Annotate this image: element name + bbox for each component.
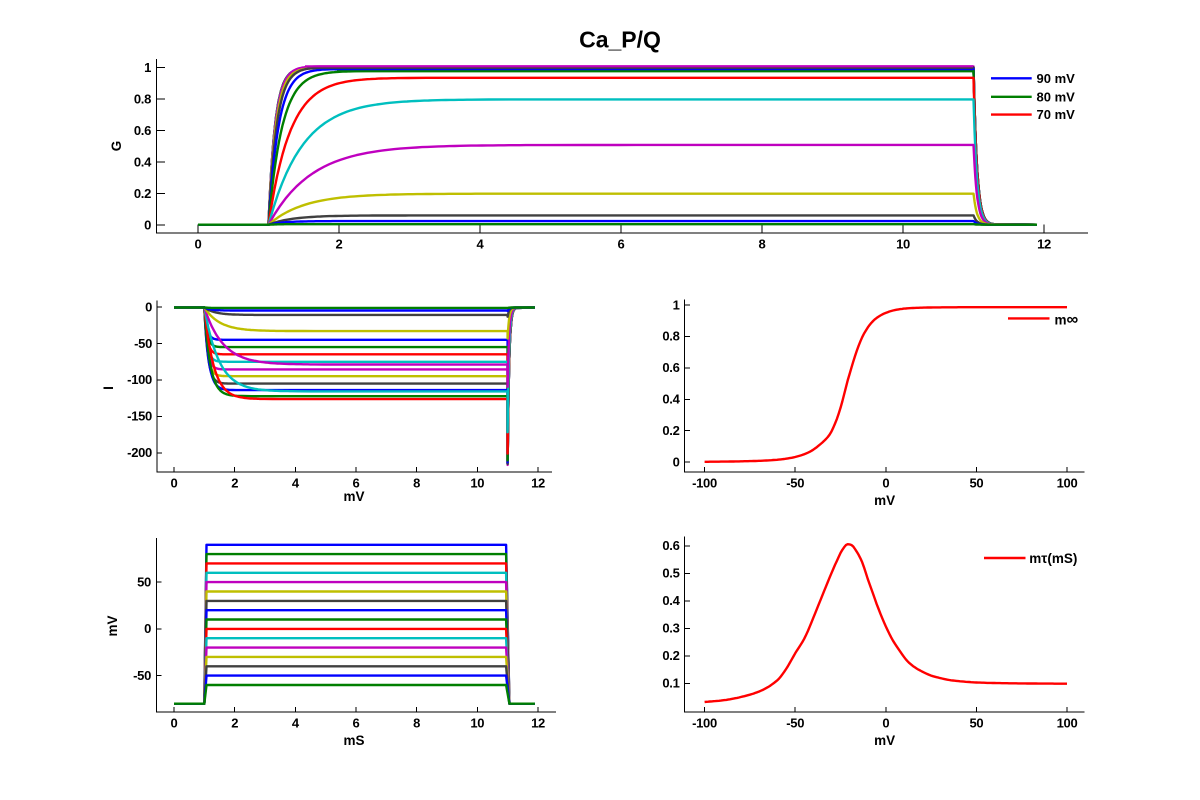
svg-text:0: 0 (882, 716, 889, 731)
svg-text:0.8: 0.8 (134, 91, 151, 106)
svg-text:50: 50 (969, 716, 983, 731)
svg-text:0: 0 (144, 218, 151, 233)
svg-text:4: 4 (292, 716, 300, 731)
svg-text:0.4: 0.4 (134, 154, 152, 169)
svg-text:10: 10 (470, 716, 484, 731)
svg-text:0.4: 0.4 (662, 392, 680, 407)
svg-text:0.4: 0.4 (662, 593, 680, 608)
svg-text:10: 10 (470, 476, 484, 491)
svg-text:0.2: 0.2 (662, 423, 679, 438)
svg-text:-150: -150 (127, 409, 152, 424)
svg-text:I: I (101, 386, 116, 390)
svg-text:10: 10 (896, 237, 910, 252)
svg-text:2: 2 (231, 716, 238, 731)
svg-text:2: 2 (336, 237, 343, 252)
svg-text:0.6: 0.6 (662, 360, 679, 375)
svg-text:0: 0 (145, 299, 152, 314)
svg-text:50: 50 (969, 476, 983, 491)
svg-text:0.2: 0.2 (662, 648, 679, 663)
svg-text:80 mV: 80 mV (1037, 89, 1076, 104)
svg-text:0.2: 0.2 (134, 186, 151, 201)
svg-text:-100: -100 (127, 372, 152, 387)
svg-text:2: 2 (231, 476, 238, 491)
svg-text:-50: -50 (133, 668, 151, 683)
svg-text:0.3: 0.3 (662, 621, 679, 636)
svg-text:m∞: m∞ (1055, 310, 1079, 328)
svg-text:0.8: 0.8 (662, 329, 679, 344)
svg-text:0.6: 0.6 (662, 538, 679, 553)
svg-text:0: 0 (171, 716, 178, 731)
svg-text:100: 100 (1057, 476, 1078, 491)
svg-text:mV: mV (874, 493, 895, 508)
svg-text:mV: mV (105, 615, 120, 636)
svg-text:0: 0 (171, 476, 178, 491)
svg-text:0.1: 0.1 (662, 676, 679, 691)
svg-text:-50: -50 (134, 336, 152, 351)
svg-text:0.6: 0.6 (134, 123, 151, 138)
svg-text:mV: mV (343, 489, 364, 504)
svg-text:0: 0 (195, 237, 202, 252)
svg-text:-50: -50 (786, 716, 804, 731)
svg-text:4: 4 (477, 237, 485, 252)
svg-text:12: 12 (1037, 237, 1051, 252)
svg-text:Ca_P/Q: Ca_P/Q (579, 27, 661, 53)
svg-text:6: 6 (353, 716, 360, 731)
svg-text:100: 100 (1057, 716, 1078, 731)
svg-text:0: 0 (673, 454, 680, 469)
svg-text:90 mV: 90 mV (1037, 71, 1076, 86)
svg-text:70 mV: 70 mV (1037, 107, 1076, 122)
svg-text:12: 12 (531, 476, 545, 491)
svg-text:G: G (109, 141, 124, 152)
svg-text:0: 0 (144, 621, 151, 636)
svg-text:4: 4 (292, 476, 300, 491)
svg-text:0.5: 0.5 (662, 566, 679, 581)
svg-text:-200: -200 (127, 445, 152, 460)
svg-text:mV: mV (874, 733, 895, 748)
svg-text:12: 12 (531, 716, 545, 731)
svg-text:6: 6 (353, 476, 360, 491)
svg-text:-100: -100 (692, 716, 717, 731)
svg-text:-100: -100 (692, 476, 717, 491)
svg-text:1: 1 (673, 297, 680, 312)
svg-text:6: 6 (618, 237, 625, 252)
svg-text:1: 1 (144, 60, 151, 75)
svg-text:mτ(mS): mτ(mS) (1029, 551, 1077, 566)
svg-text:0: 0 (882, 476, 889, 491)
svg-text:8: 8 (759, 237, 766, 252)
svg-text:50: 50 (137, 574, 151, 589)
svg-text:8: 8 (413, 716, 420, 731)
svg-text:8: 8 (413, 476, 420, 491)
svg-text:-50: -50 (786, 476, 804, 491)
svg-text:mS: mS (343, 733, 364, 748)
